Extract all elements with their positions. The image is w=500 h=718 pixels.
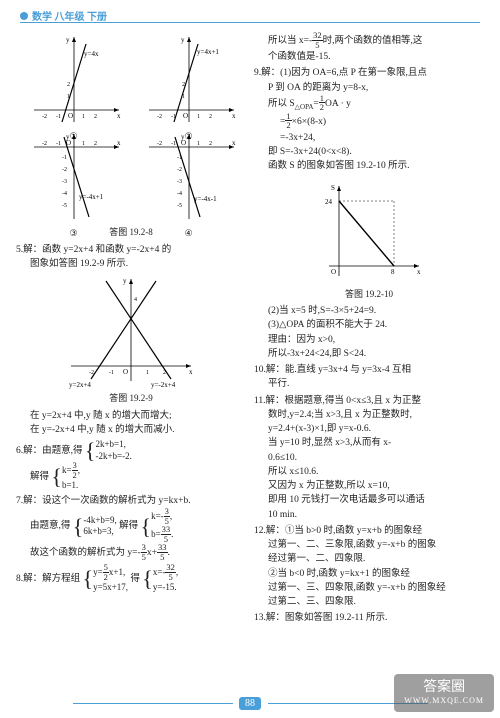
svg-text:-2: -2 [177, 167, 182, 173]
svg-text:-1: -1 [56, 114, 61, 120]
prob6-res-lead: 解得 [16, 472, 49, 482]
svg-text:O: O [331, 268, 336, 276]
svg-text:1: 1 [82, 141, 85, 147]
svg-text:-1: -1 [56, 141, 61, 147]
svg-text:-4: -4 [177, 191, 182, 197]
problem-10: 10.解：能.直线 y=3x+4 与 y=3x-4 互相 平行. [254, 363, 484, 392]
svg-text:2: 2 [209, 141, 212, 147]
right-top: 所以当 x=-325时,两个函数的值相等,这 个函数值是-15. [254, 32, 484, 64]
svg-text:-4: -4 [62, 191, 67, 197]
problem-12: 12.解：①当 b>0 时,函数 y=x+b 的图象经 过第一、二、三象限,函数… [254, 524, 484, 610]
prob6-system: { 2k+b=1, -2k+b=-2. [85, 439, 132, 462]
svg-text:8: 8 [391, 268, 395, 276]
svg-text:y: y [123, 277, 127, 285]
watermark-title: 答案圈 [404, 680, 484, 697]
svg-text:1: 1 [197, 114, 200, 120]
prob5-line3: 在 y=2x+4 中,y 随 x 的增大而增大; [16, 409, 246, 423]
problem-5: 5.解：函数 y=2x+4 和函数 y=-2x+4 的 图象如答图 19.2-9… [16, 243, 246, 438]
graph-4-label: ④ [139, 227, 239, 241]
svg-text:24: 24 [325, 198, 333, 206]
graph-3-label: ③ [24, 227, 124, 241]
svg-text:x: x [189, 368, 193, 376]
problem-13: 13.解：图象如答图 19.2-11 所示. [254, 611, 484, 625]
svg-text:-3: -3 [62, 179, 67, 185]
svg-text:y: y [181, 36, 185, 44]
problem-7: 7.解：设这个一次函数的解析式为 y=kx+b. 由题意,得 { -4k+b=9… [16, 494, 246, 562]
svg-text:1: 1 [146, 370, 149, 376]
prob6-lead: 6.解：由题意,得 [16, 446, 83, 456]
prob9-graph: x S O 24 8 [309, 176, 429, 286]
svg-text:y: y [66, 36, 70, 44]
svg-text:-5: -5 [177, 203, 182, 209]
watermark: 答案圈 WWW.MXQE.COM [394, 674, 494, 712]
prob7-lead: 7.解：设这个一次函数的解析式为 y=kx+b. [16, 494, 246, 508]
problem-6: 6.解：由题意,得 { 2k+b=1, -2k+b=-2. 解得 { k=32,… [16, 439, 246, 492]
svg-text:1: 1 [197, 141, 200, 147]
prob6-result: { k=32, b=1. [51, 462, 80, 492]
svg-text:y=-4x-1: y=-4x-1 [194, 195, 217, 203]
watermark-url: WWW.MXQE.COM [404, 696, 484, 706]
page-number: 88 [239, 697, 261, 710]
problem-11: 11.解：根据题意,得当 0<x≤3,且 x 为正整 数时,y=2.4;当 x>… [254, 394, 484, 522]
prob5-graph-caption: 答图 19.2-9 [16, 392, 246, 406]
svg-text:2: 2 [209, 114, 212, 120]
svg-text:-2: -2 [62, 167, 67, 173]
svg-text:-2: -2 [157, 141, 162, 147]
svg-text:-2: -2 [42, 114, 47, 120]
prob9-graph-caption: 答图 19.2-10 [254, 288, 484, 302]
svg-text:y=2x+4: y=2x+4 [69, 381, 91, 389]
prob5-line1: 5.解：函数 y=2x+4 和函数 y=-2x+4 的 [16, 243, 246, 257]
svg-text:2: 2 [67, 82, 70, 88]
svg-text:y=4x+1: y=4x+1 [197, 48, 219, 56]
svg-text:y=4x: y=4x [84, 50, 99, 58]
graph-1: x y O -2-1 12 12 y=4x ① [24, 32, 124, 127]
svg-text:y=-2x+4: y=-2x+4 [151, 381, 176, 389]
svg-text:-2: -2 [157, 114, 162, 120]
left-column: x y O -2-1 12 12 y=4x ① [12, 30, 250, 680]
svg-text:S: S [331, 184, 335, 192]
problem-8: 8.解：解方程组 { y=52x+1, y=5x+17, 得 { x=-325,… [16, 564, 246, 594]
svg-text:O: O [183, 112, 188, 120]
content-area: x y O -2-1 12 12 y=4x ① [12, 30, 488, 680]
svg-text:O: O [68, 112, 73, 120]
graph-3: x y O -2-1 12 -1-2 -3-4 -5 y=-4x+1 ③ [24, 129, 124, 224]
svg-text:-1: -1 [171, 141, 176, 147]
svg-text:-3: -3 [177, 179, 182, 185]
graph-row-1: x y O -2-1 12 12 y=4x ① [16, 32, 246, 127]
svg-text:x: x [232, 139, 236, 147]
prob5-line4: 在 y=-2x+4 中,y 随 x 的增大而减小. [16, 423, 246, 437]
graph-row-2: x y O -2-1 12 -1-2 -3-4 -5 y=-4x+1 ③ [16, 129, 246, 224]
page-header: 数学 八年级 下册 [20, 8, 107, 23]
svg-text:x: x [117, 112, 121, 120]
svg-text:x: x [232, 112, 236, 120]
prob5-line2: 图象如答图 19.2-9 所示. [16, 257, 246, 271]
footer-line-left [73, 703, 233, 704]
svg-text:x: x [417, 268, 421, 276]
svg-text:-5: -5 [62, 203, 67, 209]
svg-text:y=-4x+1: y=-4x+1 [79, 193, 104, 201]
svg-text:-1: -1 [109, 370, 114, 376]
svg-text:-2: -2 [42, 141, 47, 147]
svg-text:2: 2 [94, 114, 97, 120]
right-column: 所以当 x=-325时,两个函数的值相等,这 个函数值是-15. 9.解：(1)… [250, 30, 488, 680]
problem-9: 9.解：(1)因为 OA=6,点 P 在第一象限,且点 P 到 OA 的距离为 … [254, 66, 484, 361]
svg-text:O: O [181, 139, 186, 147]
svg-text:4: 4 [134, 297, 137, 303]
graph-2: x y O -2-1 12 12 y=4x+1 ② [139, 32, 239, 127]
graph-4: x y O -2-1 12 -1-2 -3-4 -5 y=-4x-1 ④ [139, 129, 239, 224]
header-subject: 数学 八年级 下册 [32, 8, 107, 23]
svg-text:2: 2 [94, 141, 97, 147]
svg-text:1: 1 [82, 114, 85, 120]
prob5-graph: x y O -2-1 12 4 y=2x+4 y=-2x+4 [61, 271, 201, 391]
header-divider [20, 22, 480, 23]
svg-text:O: O [123, 368, 128, 376]
svg-text:-1: -1 [62, 155, 67, 161]
header-dot-icon [20, 12, 28, 20]
svg-text:x: x [117, 139, 121, 147]
